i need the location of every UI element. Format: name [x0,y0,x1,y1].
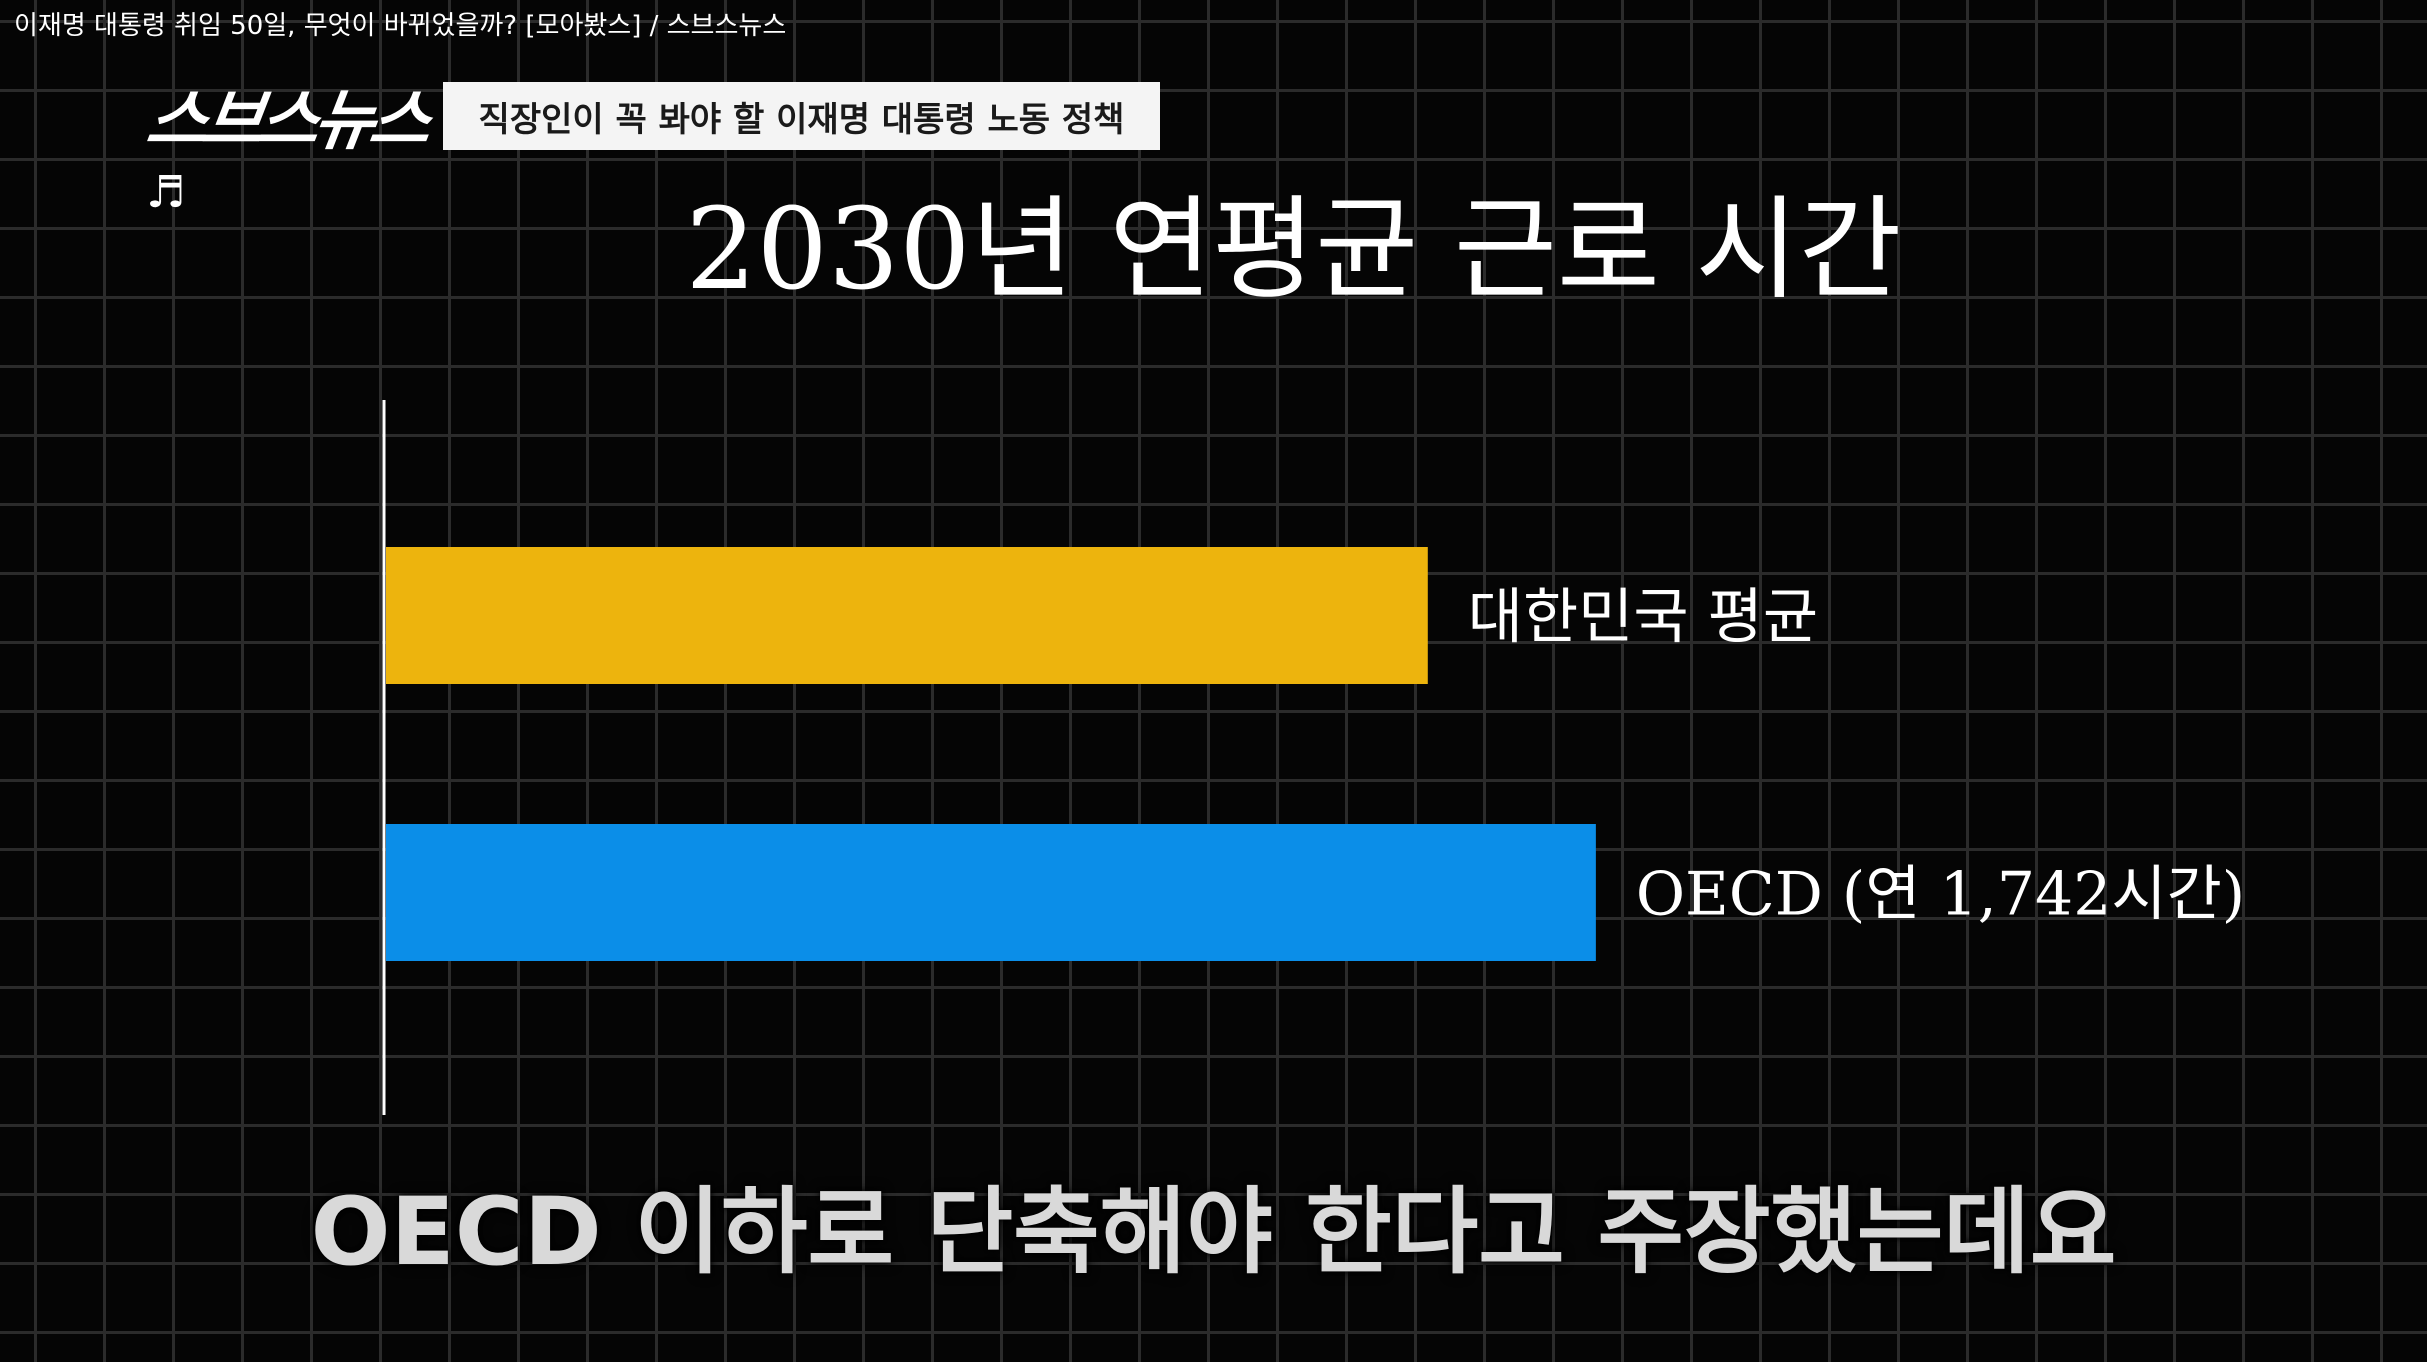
bar-korea-average [386,547,1428,684]
category-label: OECD (연 1,742시간) [1636,860,2245,930]
music-note-icon: ♬ [146,167,186,218]
subtitle-caption: OECD 이하로 단축해야 한다고 주장했는데요 [310,1178,2117,1287]
chart-title: 2030년 연평균 근로 시간 [685,185,1902,315]
category-label: 대한민국 평균 [1468,583,1818,653]
video-title: 이재명 대통령 취임 50일, 무엇이 바뀌었을까? [모아봤스] / 스브스뉴… [14,11,787,41]
bar-oecd [386,824,1596,961]
program-banner: 직장인이 꼭 봐야 할 이재명 대통령 노동 정책 [443,82,1160,150]
